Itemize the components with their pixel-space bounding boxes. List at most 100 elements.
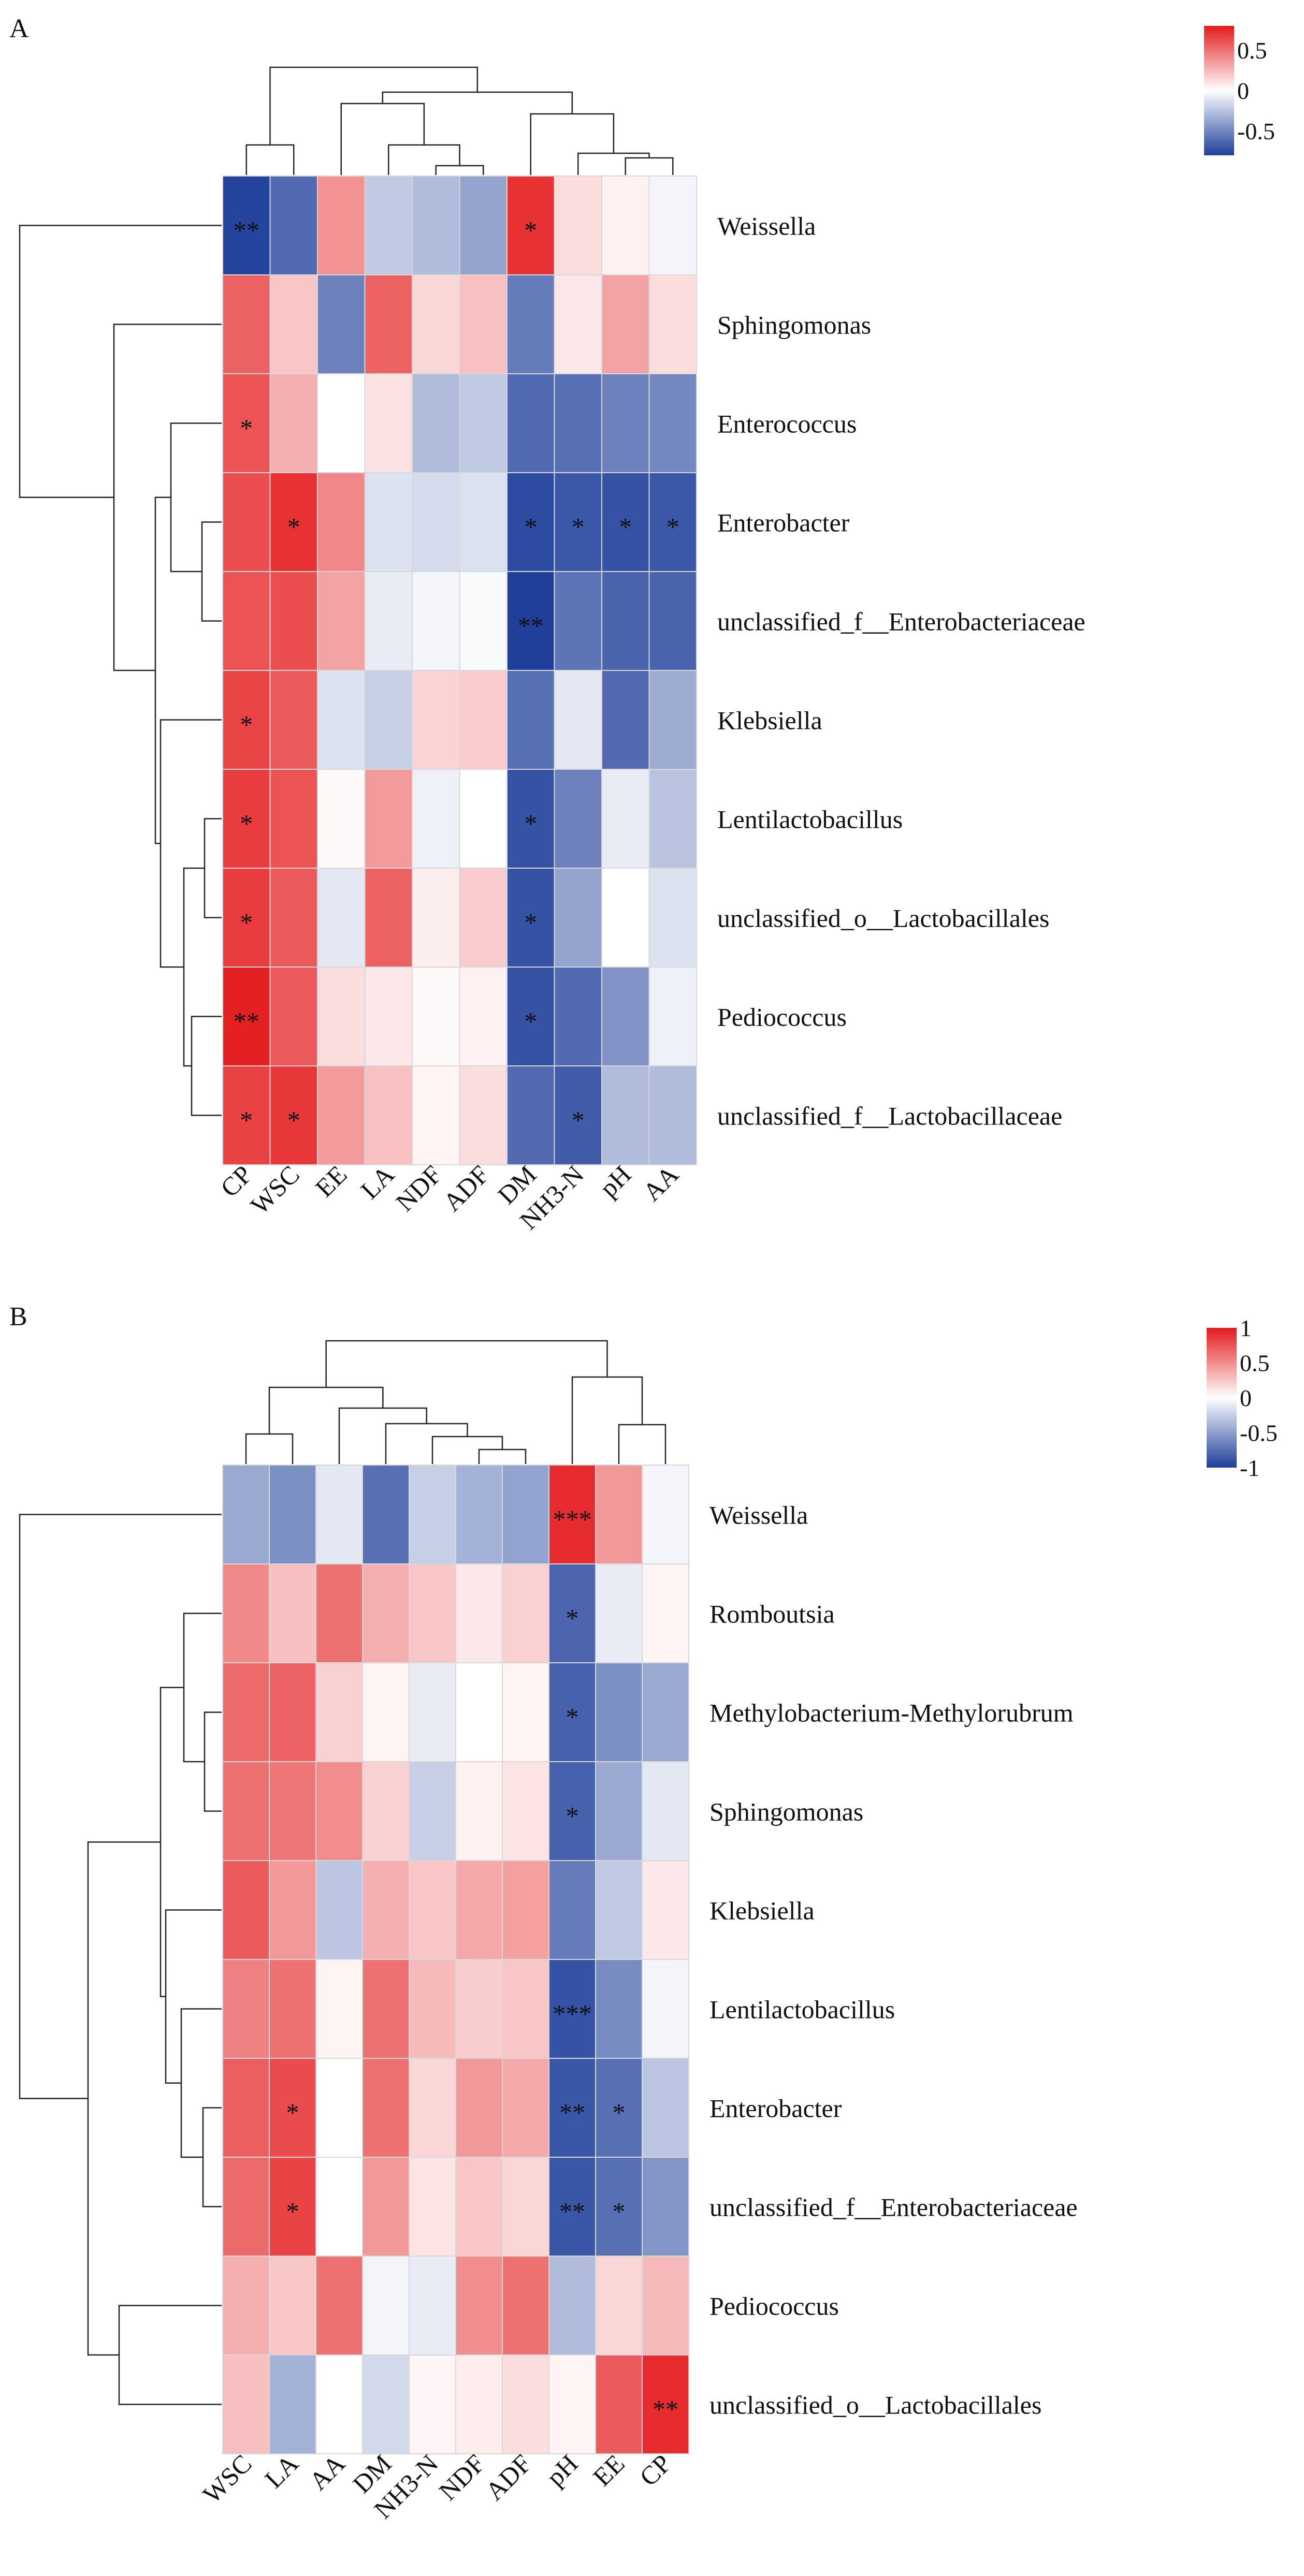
significance-marker: *** bbox=[553, 1505, 592, 1534]
heatmap-cell bbox=[459, 176, 508, 275]
significance-marker: * bbox=[524, 809, 537, 838]
color-legend-bar bbox=[1207, 1328, 1237, 1468]
heatmap-cell bbox=[409, 1959, 456, 2059]
legend-tick-label: 1 bbox=[1240, 1315, 1252, 1341]
heatmap-cell bbox=[316, 1959, 363, 2059]
heatmap-cell bbox=[317, 670, 365, 770]
dendrogram-branch bbox=[340, 103, 425, 175]
heatmap-cell bbox=[363, 2256, 410, 2355]
heatmap-cell bbox=[456, 1861, 503, 1960]
heatmap-cell bbox=[316, 1762, 363, 1861]
column-label: WSC bbox=[197, 2449, 257, 2509]
significance-marker: ** bbox=[518, 611, 544, 640]
heatmap-cell bbox=[507, 374, 555, 473]
column-label: ADF bbox=[480, 2449, 537, 2506]
heatmap-cell bbox=[642, 2355, 689, 2454]
heatmap-cell bbox=[596, 2058, 643, 2158]
heatmap-cell bbox=[642, 1465, 689, 1564]
significance-marker: * bbox=[240, 1106, 253, 1135]
heatmap-cell bbox=[270, 572, 318, 671]
row-label: Enterococcus bbox=[717, 409, 857, 438]
heatmap-cell bbox=[316, 2157, 363, 2257]
significance-marker: * bbox=[524, 908, 537, 937]
heatmap-cell bbox=[409, 1861, 456, 1960]
legend-tick-label: 0.5 bbox=[1240, 1350, 1270, 1377]
row-label: Klebsiella bbox=[709, 1896, 815, 1925]
heatmap-cell bbox=[602, 572, 649, 671]
heatmap-cell bbox=[642, 1762, 689, 1861]
heatmap-cell bbox=[365, 473, 413, 572]
heatmap-cell bbox=[596, 2355, 643, 2454]
dendrogram-branch bbox=[269, 66, 479, 145]
dendrogram-branch bbox=[388, 144, 460, 175]
significance-marker: ** bbox=[559, 2098, 585, 2127]
heatmap-cell bbox=[459, 967, 508, 1066]
heatmap-cell bbox=[363, 2058, 410, 2158]
dendrogram-branch bbox=[571, 1376, 643, 1464]
heatmap-cell bbox=[270, 176, 318, 275]
heatmap-cell bbox=[502, 2256, 549, 2355]
heatmap-cell bbox=[459, 769, 508, 869]
legend-tick-label: -0.5 bbox=[1240, 1420, 1278, 1446]
dendrogram-branch bbox=[19, 225, 222, 498]
dendrogram-branch bbox=[338, 1407, 427, 1464]
heatmap-cell bbox=[317, 176, 365, 275]
heatmap-cell bbox=[507, 967, 555, 1066]
heatmap-cell bbox=[316, 2256, 363, 2355]
heatmap-cell bbox=[270, 769, 318, 869]
dendrogram-branch bbox=[170, 422, 222, 573]
heatmap-cell bbox=[554, 1066, 602, 1165]
dendrogram-branch bbox=[87, 1841, 161, 2356]
heatmap-cell bbox=[316, 2355, 363, 2454]
heatmap-cell bbox=[269, 1663, 316, 1762]
heatmap-cell bbox=[316, 1663, 363, 1762]
heatmap-cell bbox=[223, 2157, 270, 2257]
heatmap-cell bbox=[554, 769, 602, 869]
row-label: Lentilactobacillus bbox=[709, 1995, 895, 2024]
heatmap-cell bbox=[602, 769, 649, 869]
heatmap-cell bbox=[223, 1663, 270, 1762]
heatmap-cell bbox=[459, 374, 508, 473]
heatmap-cell bbox=[549, 2256, 596, 2355]
significance-marker: * bbox=[287, 513, 300, 541]
dendrogram-branch bbox=[577, 152, 650, 175]
heatmap-cell bbox=[223, 2058, 270, 2158]
significance-marker: *** bbox=[553, 1999, 592, 2028]
dendrogram-branch bbox=[201, 521, 222, 622]
heatmap-cell bbox=[649, 868, 697, 968]
heatmap-cell bbox=[223, 275, 270, 374]
heatmap-cell bbox=[270, 967, 318, 1066]
heatmap-cell bbox=[409, 2256, 456, 2355]
significance-marker: * bbox=[287, 1106, 300, 1135]
heatmap-cell bbox=[269, 2157, 316, 2257]
heatmap-cell bbox=[223, 1066, 270, 1165]
significance-marker: * bbox=[566, 1703, 579, 1732]
heatmap-cell bbox=[507, 868, 555, 968]
heatmap-cell bbox=[549, 1861, 596, 1960]
significance-marker: * bbox=[566, 1604, 579, 1633]
row-label: unclassified_o__Lactobacillales bbox=[717, 904, 1049, 933]
heatmap-cell bbox=[507, 769, 555, 869]
heatmap-cell bbox=[269, 1465, 316, 1564]
heatmap-cell bbox=[549, 1762, 596, 1861]
row-label: Romboutsia bbox=[709, 1600, 835, 1629]
heatmap-cell bbox=[502, 1861, 549, 1960]
dendrogram-branch bbox=[435, 165, 484, 175]
heatmap-cell bbox=[642, 2157, 689, 2257]
heatmap-cell bbox=[317, 275, 365, 374]
heatmap-cell bbox=[596, 2157, 643, 2257]
column-label: pH bbox=[594, 1160, 637, 1203]
heatmap-cell bbox=[596, 1861, 643, 1960]
heatmap-cell bbox=[409, 2058, 456, 2158]
row-label: Lentilactobacillus bbox=[717, 805, 903, 834]
significance-marker: * bbox=[613, 2098, 626, 2127]
heatmap-cell bbox=[365, 967, 413, 1066]
significance-marker: * bbox=[566, 1802, 579, 1831]
dendrogram-branch bbox=[325, 1340, 608, 1387]
significance-marker: * bbox=[572, 1106, 585, 1135]
heatmap-cell bbox=[602, 670, 649, 770]
row-label: Weissella bbox=[709, 1501, 808, 1530]
heatmap-cell bbox=[316, 2058, 363, 2158]
heatmap-cell bbox=[554, 374, 602, 473]
significance-marker: * bbox=[240, 908, 253, 937]
